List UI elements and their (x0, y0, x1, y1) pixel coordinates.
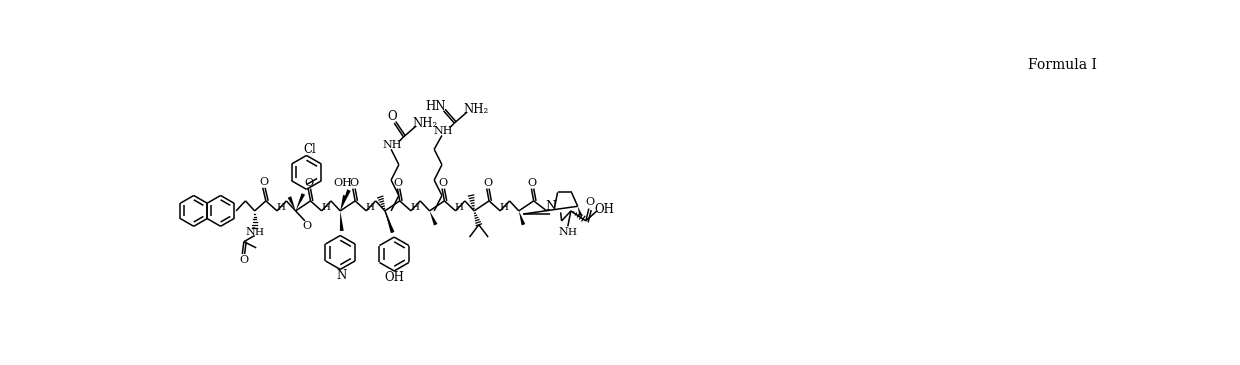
Text: N: N (246, 227, 255, 237)
Text: O: O (348, 178, 358, 188)
Text: NH₂: NH₂ (464, 103, 489, 116)
Text: H: H (410, 203, 419, 212)
Polygon shape (384, 211, 394, 233)
Text: OH: OH (334, 178, 352, 188)
Text: O: O (304, 178, 314, 188)
Text: N: N (546, 200, 556, 213)
Text: O: O (387, 111, 397, 123)
Text: Formula I: Formula I (1028, 58, 1096, 72)
Text: O: O (393, 178, 403, 188)
Polygon shape (288, 196, 295, 211)
Polygon shape (340, 211, 343, 231)
Text: O: O (527, 178, 537, 188)
Text: OH: OH (595, 203, 615, 216)
Text: H: H (254, 228, 263, 237)
Text: NH₂: NH₂ (413, 116, 438, 130)
Polygon shape (429, 211, 438, 226)
Text: H: H (568, 228, 577, 237)
Text: H: H (455, 203, 464, 212)
Text: NH: NH (383, 140, 403, 150)
Text: O: O (482, 178, 492, 188)
Text: O: O (303, 221, 311, 231)
Text: O: O (585, 197, 595, 207)
Text: H: H (366, 203, 374, 212)
Text: N: N (337, 269, 347, 282)
Polygon shape (295, 193, 305, 211)
Text: H: H (321, 203, 330, 212)
Text: O: O (259, 177, 268, 187)
Text: HN: HN (425, 100, 446, 113)
Text: Cl: Cl (304, 143, 316, 156)
Polygon shape (340, 189, 351, 211)
Text: O: O (239, 255, 248, 265)
Polygon shape (518, 211, 526, 225)
Polygon shape (340, 195, 347, 211)
Text: N: N (558, 227, 568, 238)
Text: H: H (500, 203, 508, 212)
Text: NH: NH (434, 126, 454, 136)
Text: O: O (438, 178, 448, 188)
Text: H: H (277, 203, 285, 212)
Polygon shape (578, 206, 583, 216)
Text: OH: OH (384, 270, 404, 284)
